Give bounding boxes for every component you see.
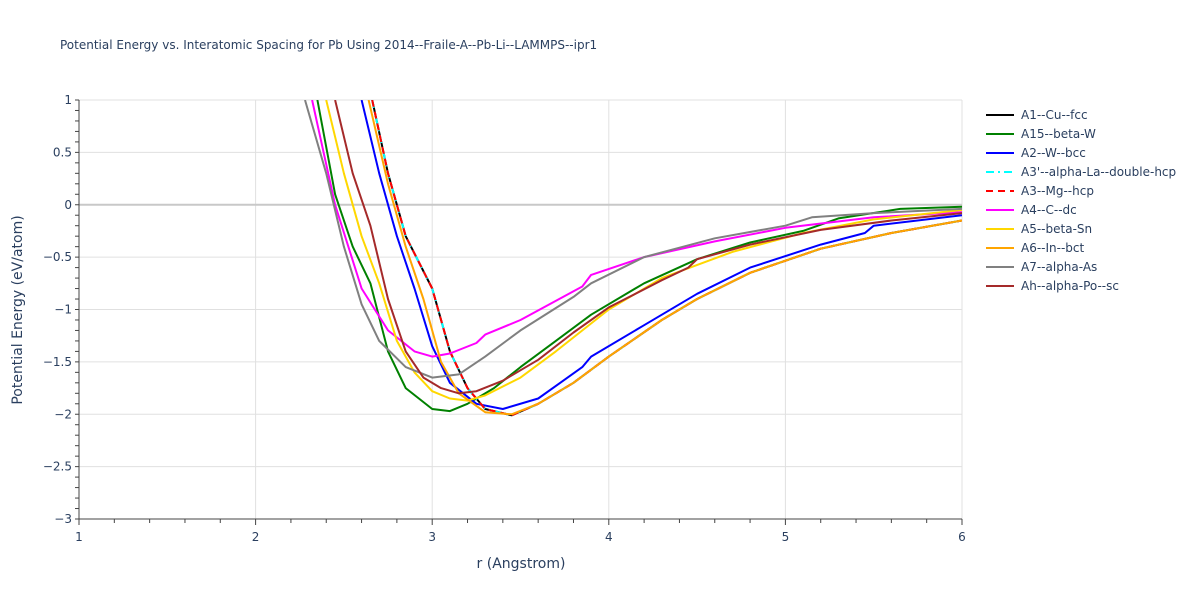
legend-label: A1--Cu--fcc (1021, 107, 1088, 122)
legend-item[interactable]: A7--alpha-As (985, 257, 1176, 276)
x-tick-label: 2 (252, 530, 260, 544)
legend-item[interactable]: A1--Cu--fcc (985, 105, 1176, 124)
x-tick-label: 5 (782, 530, 790, 544)
y-tick-label: −1.5 (43, 355, 72, 369)
y-tick-label: −0.5 (43, 250, 72, 264)
legend-item[interactable]: A3'--alpha-La--double-hcp (985, 162, 1176, 181)
legend-swatch-icon (986, 246, 1014, 249)
x-tick-label: 3 (428, 530, 436, 544)
series-line (367, 100, 962, 416)
legend-item[interactable]: A4--C--dc (985, 200, 1176, 219)
y-tick-label: −3 (54, 512, 72, 526)
legend-swatch-icon (986, 151, 1014, 154)
y-tick-label: −1 (54, 303, 72, 317)
legend-label: A15--beta-W (1021, 126, 1096, 141)
legend-swatch-icon (986, 208, 1014, 211)
legend-label: A7--alpha-As (1021, 259, 1098, 274)
legend-item[interactable]: A2--W--bcc (985, 143, 1176, 162)
y-tick-label: 0 (64, 198, 72, 212)
legend-item[interactable]: A6--In--bct (985, 238, 1176, 257)
series-line (371, 100, 962, 417)
legend-label: A3'--alpha-La--double-hcp (1021, 164, 1177, 179)
series-line (371, 100, 962, 417)
legend-label: A6--In--bct (1021, 240, 1085, 255)
legend-item[interactable]: A15--beta-W (985, 124, 1176, 143)
x-axis-label: r (Angstrom) (477, 556, 566, 572)
series-line (360, 100, 962, 410)
chart-title: Potential Energy vs. Interatomic Spacing… (60, 38, 598, 52)
series-line (304, 100, 962, 379)
legend-item[interactable]: A5--beta-Sn (985, 219, 1176, 238)
y-tick-label: 0.5 (53, 145, 72, 159)
legend-item[interactable]: Ah--alpha-Po--sc (985, 276, 1176, 295)
series-line (325, 100, 962, 402)
legend-swatch-icon (986, 284, 1014, 287)
series-line (371, 100, 962, 417)
x-tick-label: 1 (75, 530, 83, 544)
legend-swatch-icon (986, 227, 1014, 230)
axes: 1 2 3 4 5 6 1 0.5 0 −0.5 −1 −1.5 −2 −2.5 −3 (43, 93, 966, 544)
y-axis-label: Potential Energy (eV/atom) (10, 215, 26, 404)
legend-label: A2--W--bcc (1021, 145, 1086, 160)
y-tick-label: 1 (64, 93, 72, 107)
gridlines (79, 99, 963, 519)
legend-swatch-icon (986, 189, 1014, 192)
legend-label: A4--C--dc (1021, 202, 1077, 217)
data-lines (304, 100, 962, 417)
y-tick-label: −2 (54, 407, 72, 421)
legend-label: A5--beta-Sn (1021, 221, 1093, 236)
series-line (334, 100, 962, 395)
legend-label: A3--Mg--hcp (1021, 183, 1094, 198)
y-tick-label: −2.5 (43, 460, 72, 474)
series-line (311, 100, 962, 358)
x-tick-label: 4 (605, 530, 613, 544)
legend-swatch-icon (986, 132, 1014, 135)
legend-label: Ah--alpha-Po--sc (1021, 278, 1119, 293)
x-tick-label: 6 (958, 530, 966, 544)
legend: A1--Cu--fcc A15--beta-W A2--W--bcc A3'--alp… (985, 105, 1176, 295)
legend-swatch-icon (986, 265, 1014, 268)
legend-swatch-icon (986, 113, 1014, 116)
legend-swatch-icon (986, 170, 1014, 173)
legend-item[interactable]: A3--Mg--hcp (985, 181, 1176, 200)
